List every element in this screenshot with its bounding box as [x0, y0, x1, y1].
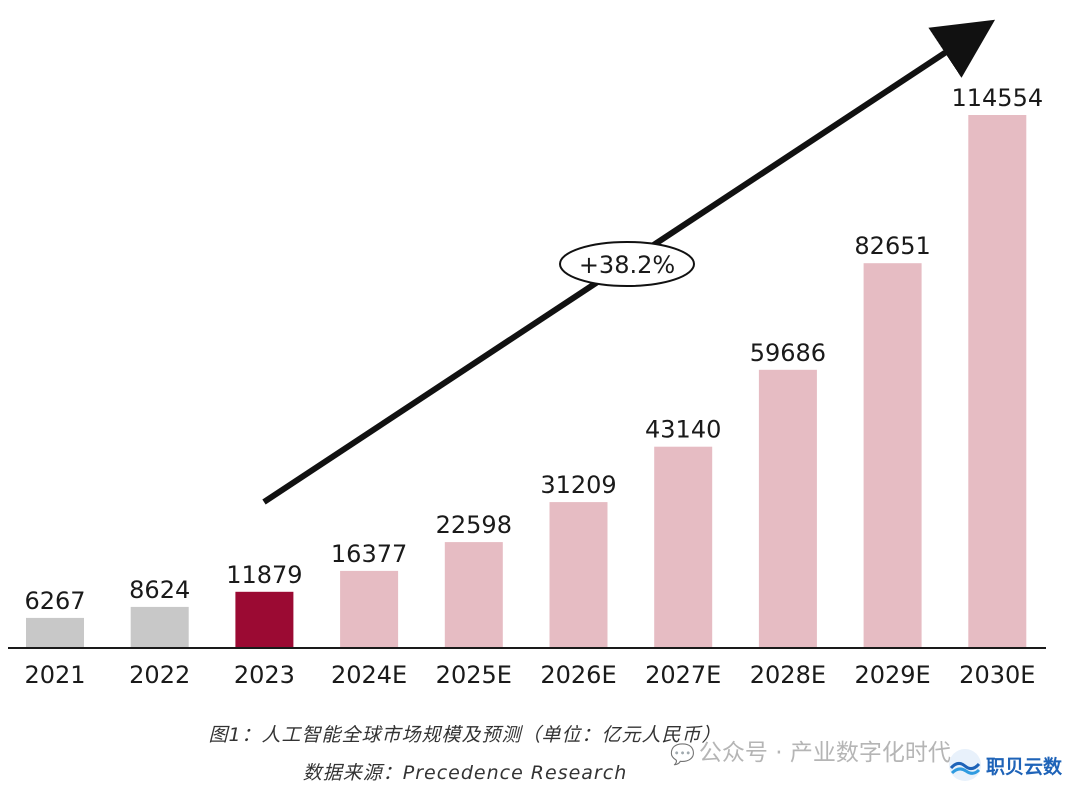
- watermark-text: 公众号 · 产业数字化时代: [698, 740, 951, 766]
- x-tick-label-2023: 2023: [234, 661, 295, 689]
- bar-2026E: [549, 502, 608, 647]
- value-label-2023: 11879: [226, 561, 302, 589]
- x-tick-label-2026E: 2026E: [540, 661, 616, 689]
- value-label-2030E: 114554: [951, 84, 1043, 112]
- value-label-2029E: 82651: [854, 232, 930, 260]
- bar-2023: [235, 591, 294, 647]
- wechat-watermark: 💬 公众号 · 产业数字化时代: [670, 733, 951, 767]
- bar-2021: [26, 617, 84, 647]
- chart-title-caption: 图1：人工智能全球市场规模及预测（单位：亿元人民币）: [208, 724, 722, 746]
- value-label-2024E: 16377: [331, 540, 407, 568]
- value-label-2025E: 22598: [436, 511, 512, 539]
- growth-rate-label: +38.2%: [579, 251, 675, 279]
- x-tick-label-2030E: 2030E: [959, 661, 1035, 689]
- value-label-2022: 8624: [129, 576, 190, 604]
- bar-2029E: [863, 263, 922, 647]
- growth-rate-ellipse: [559, 241, 695, 287]
- x-tick-label-2022: 2022: [129, 661, 190, 689]
- x-tick-label-2024E: 2024E: [331, 661, 407, 689]
- x-tick-label-2027E: 2027E: [645, 661, 721, 689]
- chart-source-caption: 数据来源：Precedence Research: [302, 762, 628, 784]
- value-label-2026E: 31209: [540, 471, 616, 499]
- bar-2030E: [968, 115, 1027, 647]
- brand-logo: 职贝云数: [948, 748, 1062, 782]
- x-tick-label-2021: 2021: [24, 661, 85, 689]
- x-tick-label-2025E: 2025E: [436, 661, 512, 689]
- bar-2025E: [444, 542, 503, 647]
- wechat-icon: 💬: [670, 741, 695, 766]
- bar-2027E: [654, 446, 713, 647]
- x-tick-label-2028E: 2028E: [750, 661, 826, 689]
- bar-2028E: [758, 369, 817, 647]
- x-tick-label-2029E: 2029E: [854, 661, 930, 689]
- bar-2024E: [340, 570, 399, 647]
- value-label-2027E: 43140: [645, 416, 721, 444]
- value-label-2021: 6267: [24, 587, 85, 615]
- logo-text: 职贝云数: [986, 755, 1063, 778]
- value-label-2028E: 59686: [750, 339, 826, 367]
- logo-wave-icon: [949, 749, 981, 781]
- bar-2022: [130, 606, 189, 647]
